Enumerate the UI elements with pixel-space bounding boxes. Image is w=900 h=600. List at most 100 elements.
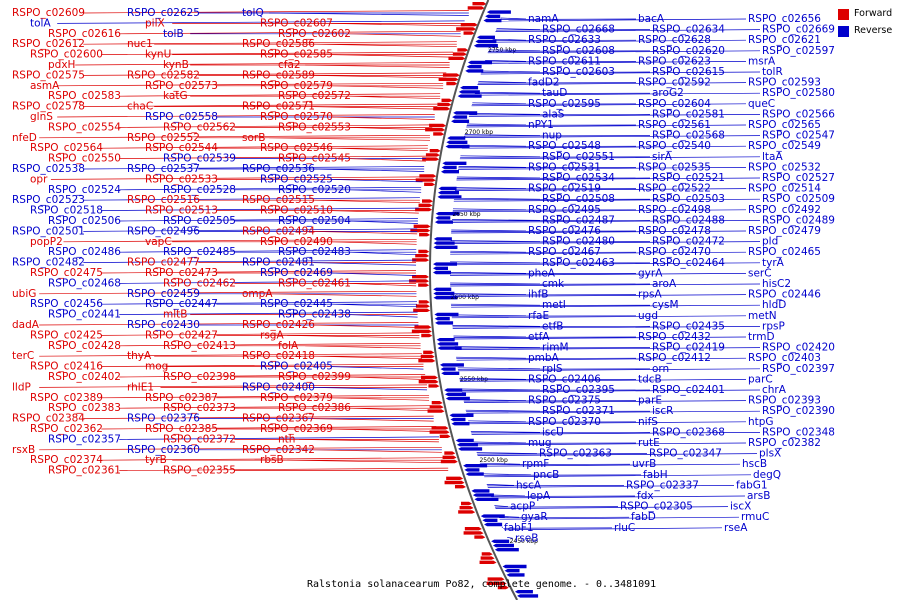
label-leader (101, 270, 417, 274)
forward-gene-arrow (412, 258, 430, 262)
gene-label-left: RSPO_c02362 (30, 423, 103, 435)
label-leader (459, 379, 747, 382)
gene-label-right: RSPO_c02604 (638, 98, 711, 110)
gene-label-left: RSPO_c02445 (260, 298, 333, 310)
gene-label-right: RSPO_c02393 (748, 395, 821, 407)
reverse-gene-arrow (483, 18, 502, 23)
label-leader (451, 304, 761, 308)
label-leader (63, 238, 417, 243)
gene-label-right: hscB (742, 458, 767, 470)
reverse-gene-arrow (439, 363, 464, 367)
label-leader (477, 82, 637, 84)
gene-label-left: RSPO_c02585 (260, 49, 333, 61)
label-leader (487, 485, 625, 487)
gene-label-right: namA (528, 13, 559, 25)
forward-gene-arrow (418, 300, 430, 304)
label-leader (313, 324, 419, 328)
reverse-gene-arrow (451, 422, 470, 426)
reverse-gene-arrow (458, 90, 480, 94)
gene-label-right: iscR (652, 405, 673, 417)
label-leader (462, 145, 637, 148)
label-leader (450, 250, 527, 253)
label-leader (488, 50, 651, 52)
label-leader (455, 188, 747, 191)
gene-label-left: RSPO_c02402 (48, 371, 121, 383)
forward-gene-arrow (429, 405, 444, 409)
label-leader (349, 314, 418, 318)
reverse-gene-arrow (447, 136, 466, 140)
gene-label-right: RSPO_c02368 (652, 426, 725, 438)
gene-label-right: uvrB (632, 458, 656, 470)
gene-label-right: RSPO_c02347 (649, 448, 722, 460)
label-leader (499, 516, 740, 520)
forward-gene-arrow (481, 552, 493, 556)
label-leader (83, 166, 425, 170)
label-leader (331, 303, 417, 308)
gene-label-right: RSPO_c02348 (762, 426, 835, 438)
gene-label-right: RSPO_c02656 (748, 13, 821, 25)
gene-label-right: RSPO_c02621 (748, 34, 821, 46)
gene-label-right: cysM (652, 299, 679, 311)
label-leader (83, 72, 447, 76)
label-leader (457, 368, 651, 370)
forward-gene-arrow (413, 224, 431, 228)
reverse-gene-arrow (460, 86, 479, 90)
forward-gene-arrow (409, 279, 430, 283)
gene-label-left: RSPO_c02385 (145, 423, 218, 435)
gene-label-left: RSPO_c02505 (163, 215, 236, 227)
gene-label-left: RSPO_c02387 (145, 392, 218, 404)
label-leaders (39, 10, 761, 539)
label-leader (101, 363, 424, 367)
label-leader (483, 474, 642, 476)
reverse-gene-arrow (456, 443, 478, 447)
gene-label-left: sorB (242, 132, 265, 144)
gene-label-right: RSPO_c02498 (638, 204, 711, 216)
label-leader (469, 114, 651, 116)
forward-gene-arrow (428, 384, 440, 388)
gene-label-left: RSPO_c02384 (12, 413, 85, 425)
label-leader (481, 70, 541, 73)
gene-label-right: RSPO_c02492 (748, 204, 821, 216)
label-leader (75, 62, 450, 66)
gene-label-left: mog (145, 361, 168, 373)
label-leader (119, 186, 422, 191)
label-leader (452, 209, 637, 211)
label-leader (313, 449, 442, 453)
label-leader (451, 229, 527, 232)
forward-gene-arrow (456, 27, 477, 31)
label-leader (451, 220, 651, 222)
label-leader (463, 400, 637, 402)
forward-gene-arrow (420, 375, 438, 380)
gene-label-left: glnS (30, 111, 53, 123)
reverse-gene-arrow (433, 262, 458, 266)
reverse-gene-arrow (458, 447, 483, 451)
label-leader (459, 379, 637, 381)
reverse-gene-arrow (464, 468, 480, 472)
gene-label-right: iscU (542, 426, 564, 438)
forward-gene-arrow (472, 2, 487, 6)
gene-label-left: RSPO_c02506 (48, 215, 121, 227)
reverse-gene-arrow (433, 237, 452, 241)
gene-label-left: RSPO_c02461 (278, 277, 351, 289)
gene-label-right: etfA (528, 331, 550, 343)
gene-label-right: RSPO_c02568 (652, 130, 725, 142)
gene-label-left: RSPO_c02528 (163, 184, 236, 196)
gene-label-right: RSPO_c02623 (638, 55, 711, 67)
gene-label-left: tolB (163, 28, 184, 40)
reverse-gene-arrow (465, 472, 484, 476)
gene-label-left: RSPO_c02571 (242, 101, 315, 113)
gene-label-right: RSPO_c02531 (528, 161, 601, 173)
label-leader (450, 241, 761, 244)
forward-gene-arrow (474, 535, 486, 539)
label-leader (484, 61, 747, 64)
label-leader (487, 50, 761, 54)
label-leader (477, 453, 648, 455)
reverse-gene-arrow (474, 497, 499, 501)
label-leader (119, 218, 418, 222)
label-leader (500, 18, 637, 20)
label-leader (495, 506, 729, 509)
label-leader (458, 167, 637, 169)
forward-gene-arrow (433, 107, 451, 111)
gene-label-left: rhlE1 (127, 381, 154, 393)
gene-label-left: cfa2 (278, 59, 301, 71)
